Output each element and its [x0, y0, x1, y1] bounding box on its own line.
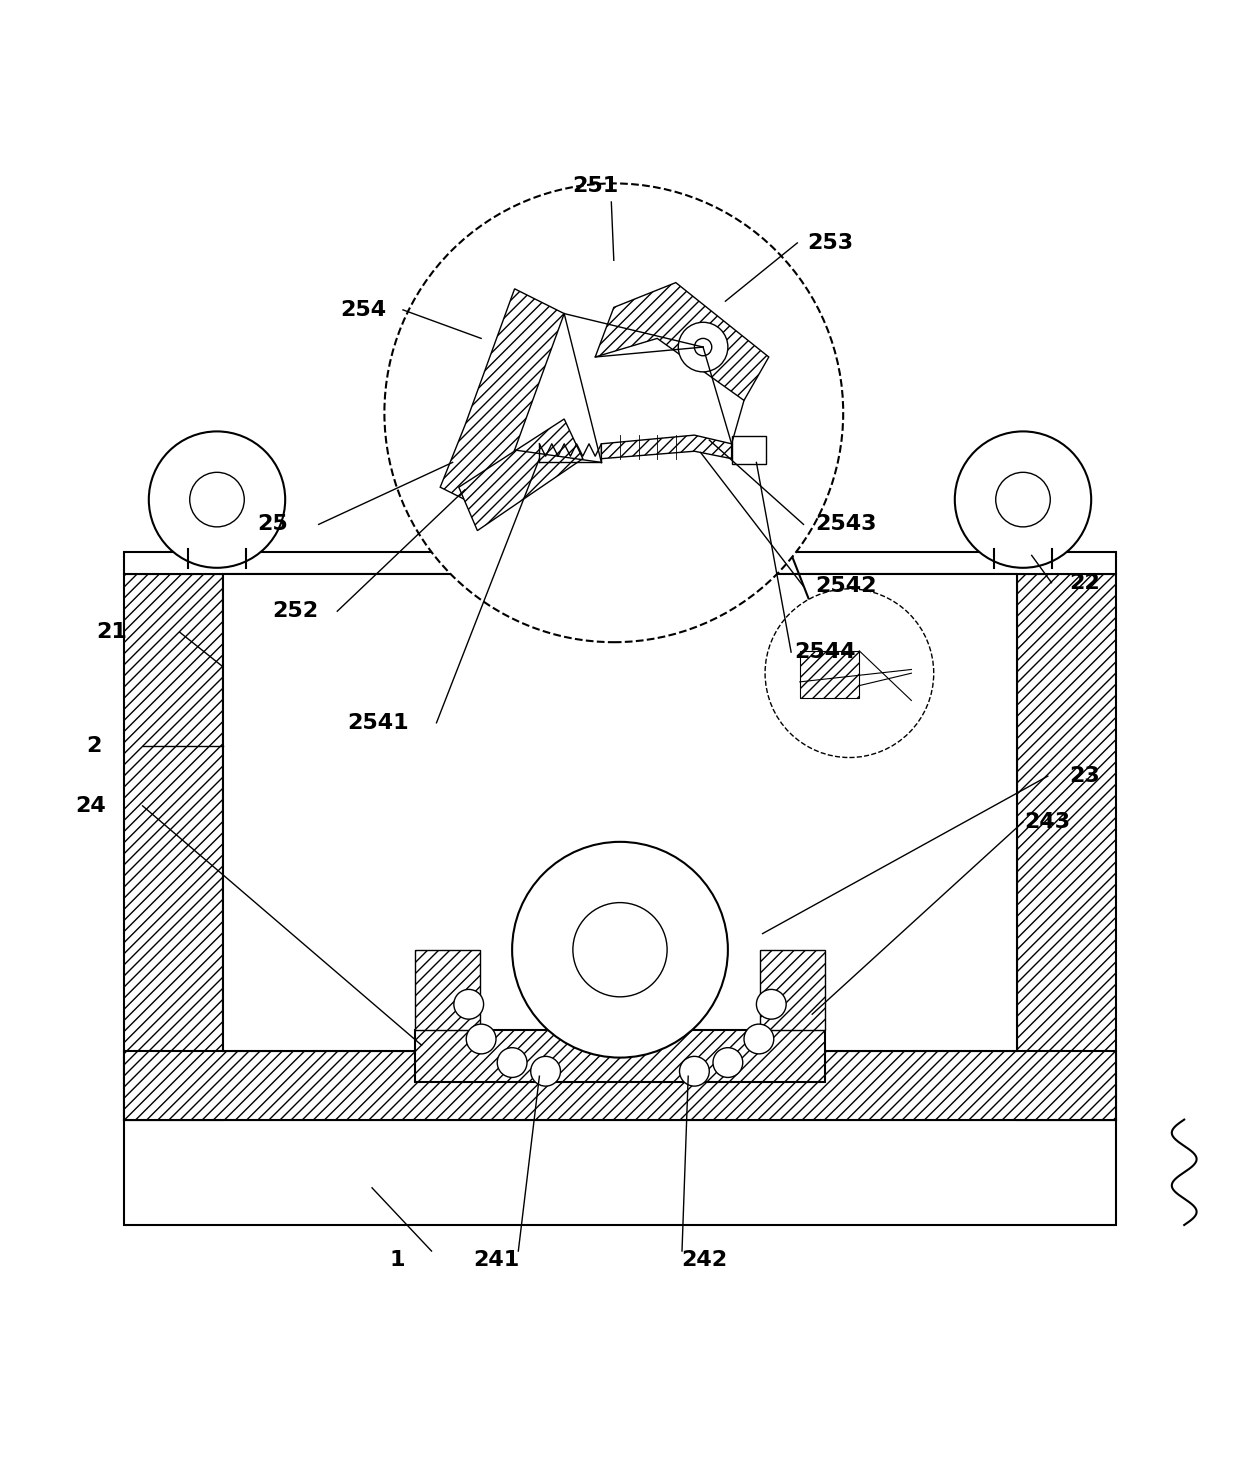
Text: 2541: 2541 [347, 713, 409, 733]
Bar [1017, 574, 1116, 1120]
Bar [124, 551, 1116, 574]
Bar [732, 436, 766, 464]
Text: 1: 1 [389, 1250, 404, 1270]
Text: 251: 251 [572, 176, 619, 195]
Polygon shape [601, 434, 732, 459]
Bar [124, 1051, 1116, 1120]
Text: 241: 241 [472, 1250, 520, 1270]
Circle shape [765, 589, 934, 758]
Text: 24: 24 [76, 796, 105, 816]
Text: 23: 23 [1070, 765, 1100, 786]
Circle shape [190, 472, 244, 526]
Text: 21: 21 [97, 623, 126, 643]
Circle shape [955, 432, 1091, 567]
Text: 2542: 2542 [815, 576, 877, 596]
Text: 2543: 2543 [815, 515, 877, 535]
Circle shape [573, 903, 667, 997]
Circle shape [454, 990, 484, 1019]
Circle shape [744, 1024, 774, 1054]
Text: 253: 253 [807, 233, 854, 252]
Circle shape [756, 990, 786, 1019]
Circle shape [384, 184, 843, 642]
Circle shape [466, 1024, 496, 1054]
Circle shape [680, 1057, 709, 1086]
Bar [415, 949, 480, 1031]
Text: 254: 254 [340, 300, 387, 319]
Text: 2544: 2544 [794, 642, 856, 662]
Circle shape [497, 1048, 527, 1077]
Bar [800, 650, 859, 698]
Circle shape [149, 432, 285, 567]
Text: 252: 252 [272, 601, 319, 621]
Polygon shape [595, 283, 769, 401]
Text: 2: 2 [87, 736, 102, 757]
Polygon shape [459, 418, 583, 531]
Circle shape [996, 472, 1050, 526]
Text: 25: 25 [258, 515, 288, 535]
Bar [223, 574, 1017, 1051]
Bar [415, 1031, 825, 1082]
Circle shape [713, 1048, 743, 1077]
Polygon shape [440, 289, 564, 512]
Circle shape [512, 841, 728, 1057]
Text: 243: 243 [1024, 812, 1071, 833]
Text: 22: 22 [1070, 573, 1100, 593]
Circle shape [678, 322, 728, 372]
Circle shape [531, 1057, 560, 1086]
Circle shape [694, 338, 712, 356]
Bar [760, 949, 825, 1031]
Bar [124, 574, 223, 1120]
Text: 242: 242 [681, 1250, 728, 1270]
Bar [124, 1120, 1116, 1225]
